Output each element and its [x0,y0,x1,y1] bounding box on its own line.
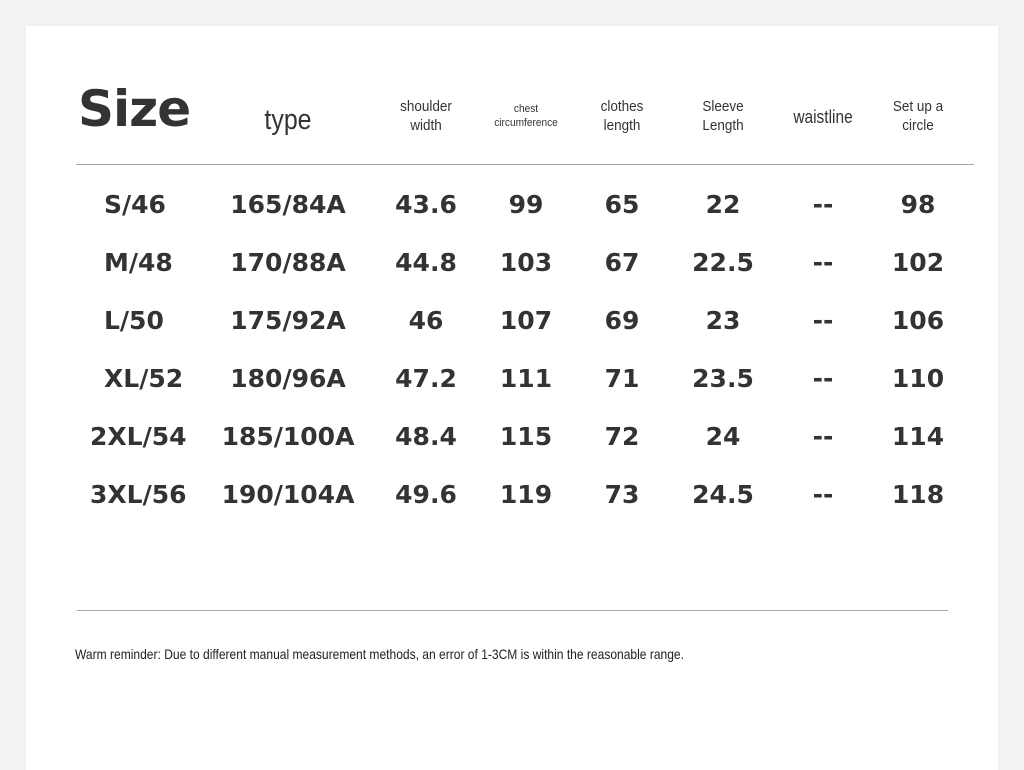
cell-shoulder-width: 47.2 [395,363,457,393]
cell-size: 2XL/54 [90,421,187,451]
cell-type: 165/84A [230,189,346,219]
cell-chest: 103 [499,247,553,277]
cell-clothes-length: 65 [604,189,640,219]
header-chest-line-1: chest [513,103,539,116]
header-size: Size [76,70,194,165]
cell-sleeve-length: 24 [705,421,741,451]
cell-waistline: -- [812,363,834,393]
cell-type: 190/104A [221,479,355,509]
cell-clothes-length: 73 [604,479,640,509]
header-sleeve-line-2: Length [702,117,744,134]
cell-waistline: -- [812,247,834,277]
cell-clothes-length: 72 [604,421,640,451]
warm-reminder-note: Warm reminder: Due to different manual m… [75,646,684,662]
cell-circle: 118 [891,479,945,509]
table-row: 3XL/56 190/104A 49.6 119 73 24.5 -- 118 [76,465,974,523]
header-shoulder-width: shoulder width [386,70,466,165]
cell-waistline: -- [812,189,834,219]
header-circle-line-1: Set up a [892,98,944,116]
cell-circle: 110 [891,363,945,393]
cell-type: 180/96A [230,363,346,393]
cell-chest: 107 [499,305,553,335]
cell-shoulder-width: 44.8 [395,247,457,277]
cell-circle: 102 [891,247,945,277]
cell-waistline: -- [812,479,834,509]
header-shoulder-line-1: shoulder [400,98,452,116]
header-set-up-circle: Set up a circle [867,70,969,165]
table-row: L/50 175/92A 46 107 69 23 -- 106 [76,291,974,349]
header-clothes-line-1: clothes [600,98,644,116]
size-chart-table: Size type shoulder width chest circumfer… [76,70,974,523]
header-circle-line-2: circle [902,117,934,134]
cell-size: S/46 [104,189,166,219]
cell-clothes-length: 69 [604,305,640,335]
header-row: Size type shoulder width chest circumfer… [76,70,974,165]
cell-size: XL/52 [104,363,184,393]
cell-size: 3XL/56 [90,479,187,509]
table-row: M/48 170/88A 44.8 103 67 22.5 -- 102 [76,233,974,291]
cell-clothes-length: 71 [604,363,640,393]
table-row: S/46 165/84A 43.6 99 65 22 -- 98 [76,165,974,234]
header-clothes-length: clothes length [586,70,658,165]
table-row: 2XL/54 185/100A 48.4 115 72 24 -- 114 [76,407,974,465]
cell-sleeve-length: 23.5 [692,363,754,393]
cell-shoulder-width: 48.4 [395,421,457,451]
cell-waistline: -- [812,421,834,451]
cell-sleeve-length: 22.5 [692,247,754,277]
header-waistline: waistline [789,70,857,165]
cell-sleeve-length: 22 [705,189,741,219]
bottom-divider [77,610,948,611]
table-row: XL/52 180/96A 47.2 111 71 23.5 -- 110 [76,349,974,407]
cell-shoulder-width: 49.6 [395,479,457,509]
cell-circle: 98 [900,189,936,219]
cell-sleeve-length: 24.5 [692,479,754,509]
header-sleeve-length: Sleeve Length [668,70,778,165]
cell-shoulder-width: 46 [408,305,444,335]
cell-chest: 119 [499,479,553,509]
cell-shoulder-width: 43.6 [395,189,457,219]
cell-chest: 111 [499,363,553,393]
cell-circle: 106 [891,305,945,335]
header-sleeve-line-1: Sleeve [702,98,744,116]
header-chest-circumference: chest circumference [474,70,578,165]
header-shoulder-line-2: width [410,117,442,134]
cell-sleeve-length: 23 [705,305,741,335]
cell-chest: 115 [499,421,553,451]
header-clothes-line-2: length [603,117,641,134]
cell-size: M/48 [104,247,173,277]
cell-clothes-length: 67 [604,247,640,277]
header-chest-line-2: circumference [494,117,558,129]
cell-waistline: -- [812,305,834,335]
cell-type: 170/88A [230,247,346,277]
header-type: type [207,70,369,165]
cell-size: L/50 [104,305,164,335]
cell-type: 175/92A [230,305,346,335]
cell-chest: 99 [508,189,544,219]
cell-type: 185/100A [221,421,355,451]
cell-circle: 114 [891,421,945,451]
